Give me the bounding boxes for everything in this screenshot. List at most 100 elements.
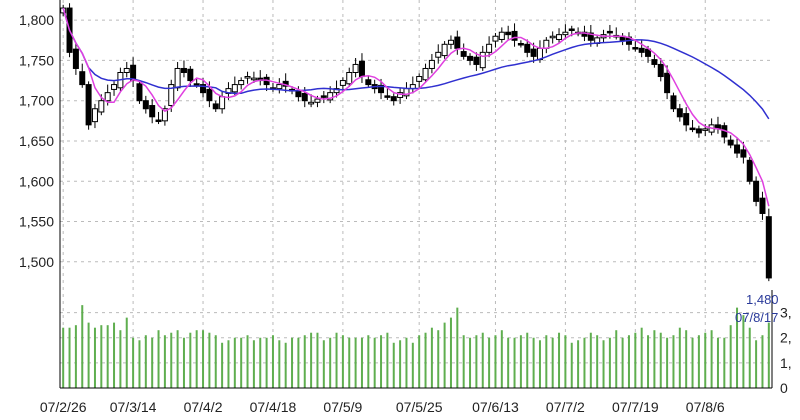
- candle-body: [155, 119, 162, 123]
- price-tick-label: 1,700: [19, 93, 54, 109]
- x-tick-label: 07/4/18: [250, 399, 297, 415]
- candle-body: [479, 51, 486, 69]
- x-tick-label: 07/6/13: [472, 399, 519, 415]
- x-tick-label: 07/7/19: [612, 399, 659, 415]
- candle-body: [556, 34, 563, 40]
- candle-body: [123, 67, 130, 73]
- candle-body: [562, 31, 569, 36]
- candle-body: [168, 84, 175, 107]
- candle-body: [352, 63, 359, 73]
- candle-body: [250, 77, 257, 81]
- candle-body: [428, 59, 435, 69]
- candle-body: [142, 100, 149, 110]
- candle-body: [530, 48, 537, 57]
- candle-body: [333, 88, 340, 94]
- x-tick-label: 07/2/26: [40, 399, 87, 415]
- candle-body: [180, 67, 187, 73]
- candle-body: [244, 76, 251, 79]
- volume-tick-label: 2,: [780, 330, 792, 346]
- candle-body: [549, 35, 556, 39]
- candle-body: [187, 68, 194, 82]
- candle-body: [365, 79, 372, 86]
- candle-body: [200, 84, 207, 94]
- candle-body: [276, 84, 283, 90]
- x-tick-label: 07/4/2: [184, 399, 223, 415]
- candle-body: [670, 95, 677, 110]
- candle-body: [149, 105, 156, 118]
- candle-body: [346, 72, 353, 85]
- candle-body: [651, 59, 658, 65]
- candle-body: [422, 67, 429, 81]
- candle-body: [231, 84, 238, 93]
- candle-body: [657, 63, 664, 78]
- volume-tick-label: 0: [780, 380, 788, 396]
- candle-body: [517, 43, 524, 46]
- price-tick-label: 1,500: [19, 254, 54, 270]
- x-tick-label: 07/5/9: [323, 399, 362, 415]
- price-tick-label: 1,650: [19, 133, 54, 149]
- x-tick-label: 07/7/2: [546, 399, 585, 415]
- candle-body: [632, 47, 639, 50]
- candle-body: [454, 36, 461, 49]
- candle-body: [161, 108, 168, 122]
- candle-body: [79, 71, 86, 86]
- candle-body: [467, 55, 474, 61]
- long-moving-average-line: [62, 7, 770, 120]
- candle-body: [511, 30, 518, 41]
- candle-body: [206, 88, 213, 102]
- price-tick-label: 1,800: [19, 12, 54, 28]
- candle-body: [104, 92, 111, 102]
- candle-body: [581, 31, 588, 37]
- x-tick-label: 07/3/14: [110, 399, 157, 415]
- candle-body: [664, 72, 671, 94]
- candle-body: [473, 56, 480, 65]
- candle-body: [219, 96, 226, 110]
- candle-body: [734, 144, 741, 154]
- volume-tick-label: 1,: [780, 355, 792, 371]
- x-tick-label: 07/5/25: [396, 399, 443, 415]
- candle-body: [308, 101, 315, 105]
- candle-body: [492, 35, 499, 42]
- candle-body: [638, 47, 645, 53]
- candle-body: [314, 98, 321, 103]
- x-tick-label: 07/8/6: [686, 399, 725, 415]
- candle-body: [606, 30, 613, 34]
- candle-body: [695, 128, 702, 134]
- candle-body: [498, 31, 505, 40]
- candle-body: [702, 128, 709, 131]
- candle-body: [683, 113, 690, 126]
- candle-body: [91, 108, 98, 123]
- short-moving-average-line: [62, 7, 770, 207]
- candle-body: [136, 83, 143, 102]
- candle-body: [447, 39, 454, 45]
- candle-body: [384, 95, 391, 98]
- candle-body: [301, 92, 308, 102]
- candle-body: [689, 127, 696, 131]
- candle-body: [765, 216, 772, 279]
- candle-body: [212, 103, 219, 110]
- candle-body: [486, 43, 493, 53]
- candle-body: [740, 149, 747, 158]
- candle-body: [295, 90, 302, 98]
- candle-body: [587, 32, 594, 41]
- candle-body: [416, 76, 423, 82]
- candle-body: [98, 100, 105, 113]
- price-tick-label: 1,750: [19, 52, 54, 68]
- candle-body: [378, 84, 385, 94]
- candle-body: [676, 108, 683, 118]
- candle-body: [460, 51, 467, 57]
- candle-body: [174, 67, 181, 89]
- candle-body: [358, 60, 365, 78]
- candle-body: [753, 180, 760, 202]
- candle-body: [111, 84, 118, 90]
- candle-body: [568, 28, 575, 31]
- candle-body: [397, 92, 404, 98]
- candle-body: [238, 80, 245, 86]
- volume-tick-label: 3,: [780, 305, 792, 321]
- candle-body: [746, 159, 753, 182]
- candle-body: [759, 197, 766, 214]
- candle-body: [320, 95, 327, 98]
- candle-body: [524, 43, 531, 53]
